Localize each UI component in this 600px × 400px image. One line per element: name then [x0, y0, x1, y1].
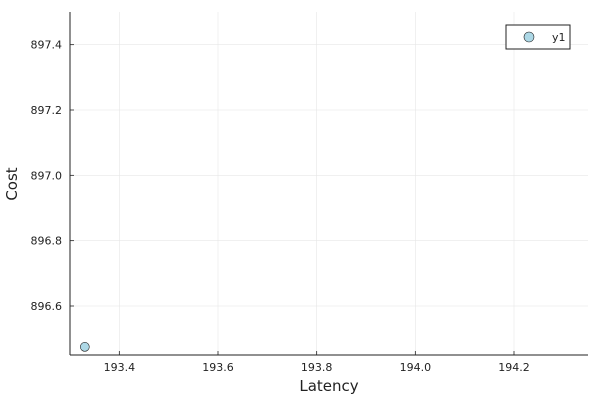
x-tick-label-0: 193.4 [104, 361, 136, 374]
data-point-0-0 [80, 342, 90, 352]
legend-box [505, 24, 571, 50]
y-tick-label-2: 897.0 [31, 169, 63, 182]
x-tick-label-4: 194.2 [498, 361, 530, 374]
y-tick-label-1: 896.8 [31, 235, 63, 248]
data-points [80, 342, 90, 352]
x-tick-label-3: 194.0 [400, 361, 432, 374]
x-tick-label-2: 193.8 [301, 361, 333, 374]
y-axis-label: Cost [3, 167, 21, 200]
axes [69, 12, 588, 356]
legend-label-y1: y1 [552, 31, 566, 44]
legend-marker [523, 31, 535, 43]
y-tick-label-3: 897.2 [31, 104, 63, 117]
x-tick-label-1: 193.6 [202, 361, 234, 374]
y-tick-label-0: 896.6 [31, 300, 63, 313]
grid-lines [70, 12, 588, 355]
x-tick-labels: 193.4 193.6 193.8 194.0 194.2 [104, 361, 530, 374]
y-tick-label-4: 897.4 [31, 39, 63, 52]
x-axis-label: Latency [299, 377, 358, 395]
y-tick-labels: 896.6 896.8 897.0 897.2 897.4 [31, 39, 63, 313]
legend: y1 [505, 24, 571, 50]
